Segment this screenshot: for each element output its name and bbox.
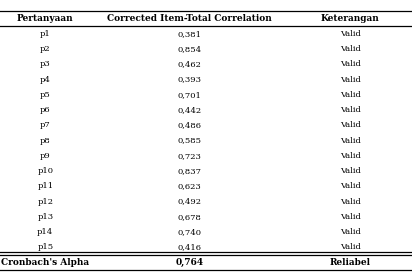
Text: 0,701: 0,701 (178, 91, 201, 99)
Text: 0,837: 0,837 (178, 167, 201, 175)
Text: Valid: Valid (340, 244, 360, 251)
Text: p4: p4 (40, 76, 51, 84)
Text: p12: p12 (37, 198, 53, 206)
Text: 0,678: 0,678 (178, 213, 201, 221)
Text: Valid: Valid (340, 106, 360, 114)
Text: 0,486: 0,486 (178, 121, 201, 129)
Text: p11: p11 (37, 182, 54, 190)
Text: p3: p3 (40, 60, 51, 68)
Text: p6: p6 (40, 106, 51, 114)
Text: Valid: Valid (340, 136, 360, 145)
Text: p2: p2 (40, 45, 51, 53)
Text: Valid: Valid (340, 182, 360, 190)
Text: 0,764: 0,764 (176, 258, 204, 267)
Text: 0,740: 0,740 (178, 228, 201, 236)
Text: p15: p15 (37, 244, 54, 251)
Text: Valid: Valid (340, 228, 360, 236)
Text: Valid: Valid (340, 91, 360, 99)
Text: p13: p13 (37, 213, 54, 221)
Text: 0,462: 0,462 (178, 60, 201, 68)
Text: p10: p10 (37, 167, 53, 175)
Text: Cronbach's Alpha: Cronbach's Alpha (1, 258, 89, 267)
Text: Valid: Valid (340, 198, 360, 206)
Text: 0,623: 0,623 (178, 182, 201, 190)
Text: 0,381: 0,381 (178, 30, 201, 38)
Text: 0,492: 0,492 (178, 198, 201, 206)
Text: p1: p1 (40, 30, 51, 38)
Text: Reliabel: Reliabel (330, 258, 371, 267)
Text: Keterangan: Keterangan (321, 14, 379, 23)
Text: Valid: Valid (340, 30, 360, 38)
Text: p8: p8 (40, 136, 51, 145)
Text: Valid: Valid (340, 121, 360, 129)
Text: Valid: Valid (340, 167, 360, 175)
Text: Valid: Valid (340, 45, 360, 53)
Text: p9: p9 (40, 152, 51, 160)
Text: Valid: Valid (340, 76, 360, 84)
Text: 0,854: 0,854 (178, 45, 201, 53)
Text: 0,723: 0,723 (178, 152, 201, 160)
Text: p7: p7 (40, 121, 51, 129)
Text: p5: p5 (40, 91, 51, 99)
Text: Valid: Valid (340, 152, 360, 160)
Text: 0,393: 0,393 (178, 76, 201, 84)
Text: 0,585: 0,585 (178, 136, 201, 145)
Text: Valid: Valid (340, 60, 360, 68)
Text: 0,442: 0,442 (178, 106, 201, 114)
Text: Pertanyaan: Pertanyaan (17, 14, 74, 23)
Text: Corrected Item-Total Correlation: Corrected Item-Total Correlation (107, 14, 272, 23)
Text: p14: p14 (37, 228, 54, 236)
Text: Valid: Valid (340, 213, 360, 221)
Text: 0,416: 0,416 (178, 244, 201, 251)
